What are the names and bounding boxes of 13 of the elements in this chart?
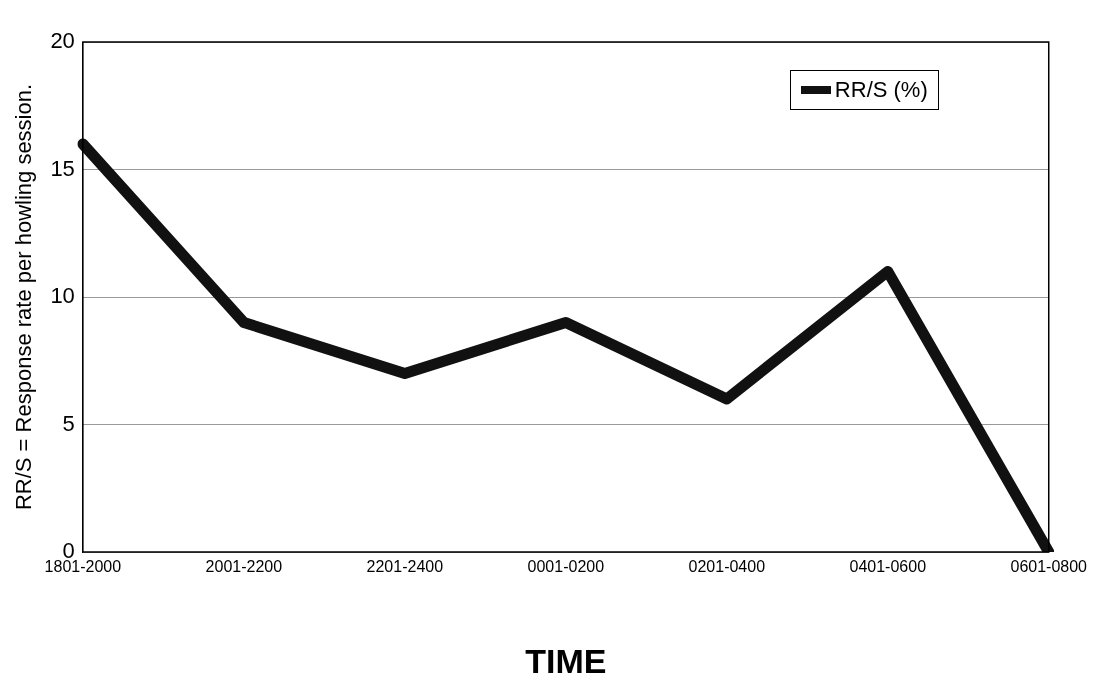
- x-axis-title: TIME: [525, 641, 607, 680]
- x-tick-label: 0001-0200: [527, 558, 605, 576]
- x-tick-label: 0201-0400: [688, 558, 766, 576]
- y-axis-title: RR/S = Response rate per howling session.: [11, 83, 37, 511]
- y-tick-label: 20: [50, 28, 75, 54]
- legend-label: RR/S (%): [834, 77, 928, 103]
- x-tick-label: 2201-2400: [366, 558, 444, 576]
- y-tick-label: 15: [50, 155, 75, 181]
- y-tick-label: 10: [50, 283, 75, 309]
- y-tick-label: 5: [62, 410, 75, 436]
- x-tick-label: 2001-2200: [205, 558, 283, 576]
- x-tick-label: 0601-0800: [1010, 558, 1088, 576]
- x-tick-label: 0401-0600: [849, 558, 927, 576]
